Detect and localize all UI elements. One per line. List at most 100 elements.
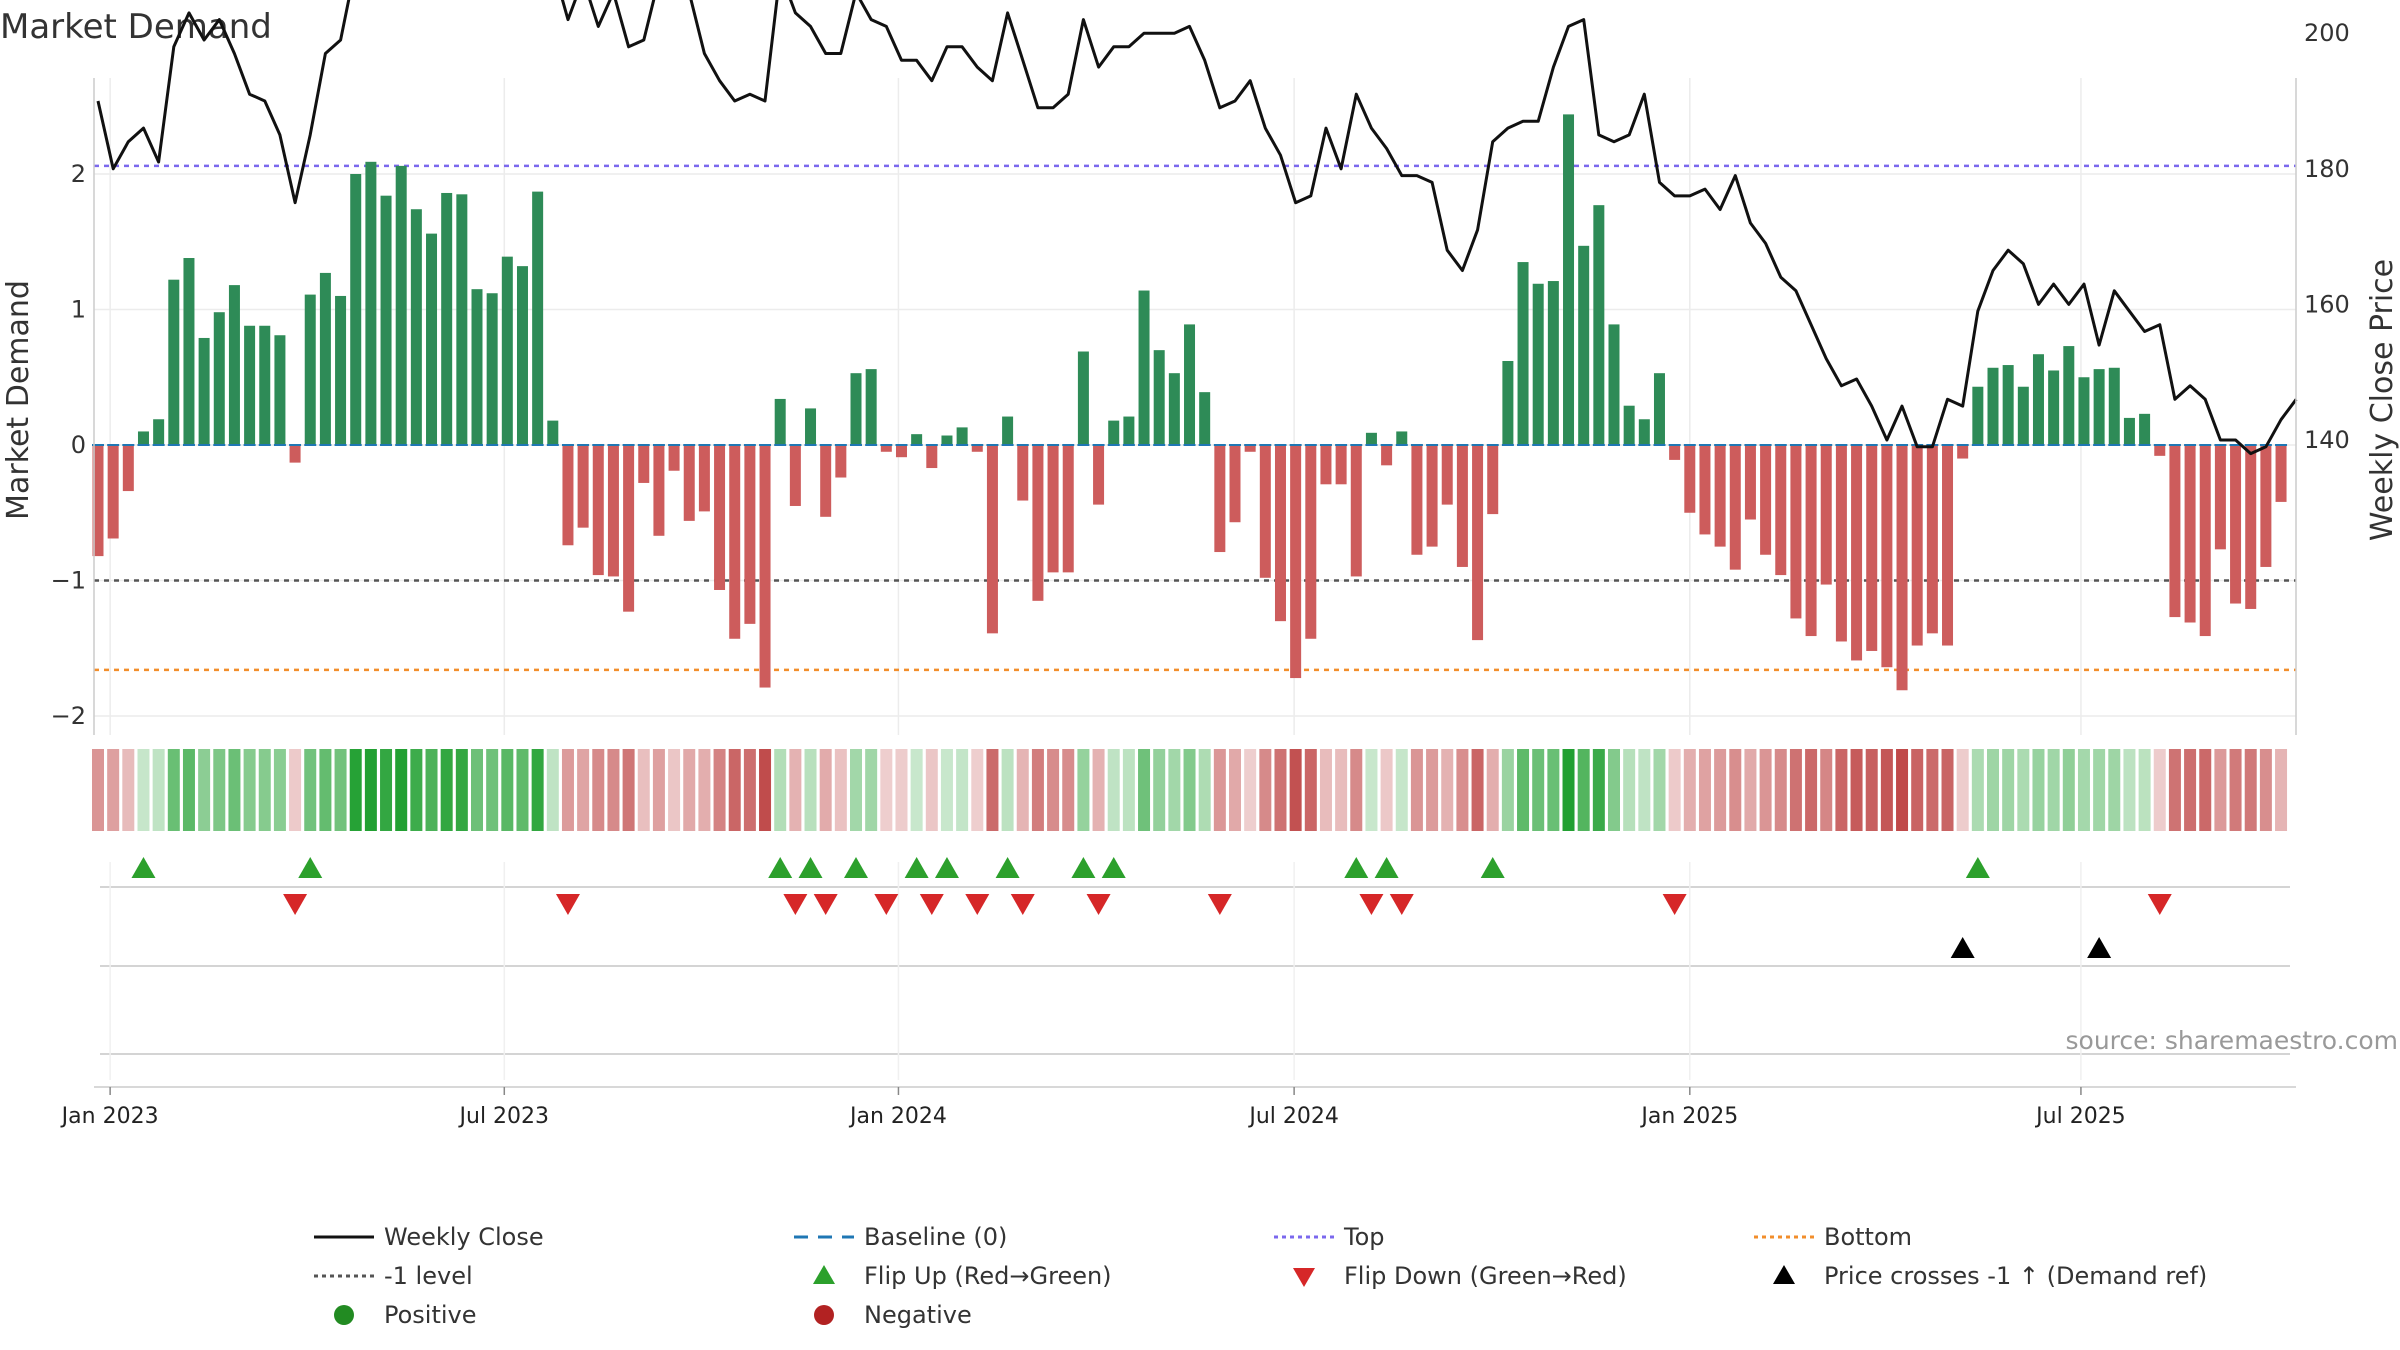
x-tick-label: Jul 2023	[458, 1104, 550, 1129]
strip-cell	[1880, 749, 1893, 831]
strip-cell	[910, 749, 923, 831]
demand-bar	[289, 445, 301, 463]
strip-cell	[1274, 749, 1287, 831]
strip-cell	[1941, 749, 1954, 831]
demand-bar	[441, 192, 453, 445]
strip-cell	[1971, 749, 1984, 831]
strip-cell	[698, 749, 711, 831]
demand-bar	[2230, 445, 2242, 604]
demand-bar	[2017, 386, 2029, 445]
demand-bar	[1259, 445, 1271, 578]
demand-bar	[1669, 445, 1681, 460]
strip-cell	[1835, 749, 1848, 831]
strip-cell	[531, 749, 544, 831]
y-tick-label: 0	[71, 431, 86, 459]
strip-cell	[1926, 749, 1939, 831]
strip-cell	[198, 749, 211, 831]
strip-cell	[1289, 749, 1302, 831]
demand-bar	[1002, 416, 1014, 445]
y2-tick-label: 140	[2304, 426, 2350, 454]
flip-down-marker	[965, 894, 990, 915]
strip-cell	[1638, 749, 1651, 831]
demand-bar	[244, 325, 256, 445]
flip-down-marker	[874, 894, 899, 915]
strip-cell	[986, 749, 999, 831]
strip-cell	[319, 749, 332, 831]
strip-cell	[2168, 749, 2181, 831]
flip-down-marker	[1662, 894, 1687, 915]
y-tick-label: −2	[51, 702, 86, 730]
y2-tick-label: 160	[2304, 290, 2350, 318]
strip-cell	[455, 749, 468, 831]
demand-bar	[2260, 445, 2272, 567]
demand-bar	[820, 445, 832, 517]
strip-cell	[774, 749, 787, 831]
strip-cell	[1501, 749, 1514, 831]
demand-bar	[153, 419, 165, 445]
demand-bar	[501, 256, 513, 445]
demand-bar	[183, 258, 195, 445]
strip-cell	[1774, 749, 1787, 831]
demand-bar	[122, 445, 134, 492]
strip-cell	[1486, 749, 1499, 831]
strip-cell	[2214, 749, 2227, 831]
strip-cell	[1016, 749, 1029, 831]
event-markers	[100, 857, 2290, 1080]
strip-cell	[1168, 749, 1181, 831]
price-line-group	[96, 0, 2298, 456]
strip-cell	[273, 749, 286, 831]
demand-bar	[623, 445, 635, 612]
demand-bar	[1426, 445, 1438, 547]
demand-bar	[1123, 416, 1135, 445]
demand-bar	[228, 285, 240, 445]
strip-cell	[1122, 749, 1135, 831]
strip-cell	[137, 749, 150, 831]
flip-down-marker	[283, 894, 308, 915]
demand-bar	[1320, 445, 1332, 485]
demand-bar	[1290, 445, 1302, 679]
demand-bar	[456, 194, 468, 445]
demand-bar	[1214, 445, 1226, 553]
strip-cell	[1380, 749, 1393, 831]
demand-bar	[1381, 445, 1393, 466]
demand-bar	[92, 445, 104, 557]
strip-cell	[2138, 749, 2151, 831]
strip-cell	[713, 749, 726, 831]
strip-cell	[1653, 749, 1666, 831]
demand-bar	[1926, 445, 1938, 634]
demand-bar	[259, 325, 271, 445]
flip-up-marker	[768, 857, 793, 878]
legend-label: Flip Down (Green→Red)	[1344, 1262, 1627, 1290]
strip-cell	[2062, 749, 2075, 831]
strip-cell	[1698, 749, 1711, 831]
demand-bar	[1244, 445, 1256, 452]
chart-title: Market Demand	[0, 7, 272, 47]
strip-cell	[364, 749, 377, 831]
strip-cell	[1395, 749, 1408, 831]
strip-cell	[668, 749, 681, 831]
strip-cell	[471, 749, 483, 831]
demand-bar	[1532, 283, 1544, 445]
flip-down-marker	[1359, 894, 1384, 915]
strip-cell	[1623, 749, 1636, 831]
demand-bar	[319, 272, 331, 445]
strip-cell	[1153, 749, 1166, 831]
strip-cell	[1744, 749, 1757, 831]
strip-cell	[1683, 749, 1696, 831]
strip-cell	[152, 749, 165, 831]
strip-cell	[501, 749, 514, 831]
flip-down-marker	[1010, 894, 1035, 915]
strip-cell	[1441, 749, 1454, 831]
legend-label: Baseline (0)	[864, 1223, 1007, 1251]
flip-up-marker	[844, 857, 868, 878]
demand-bar	[562, 445, 574, 546]
demand-bar	[1456, 445, 1468, 567]
flip-down-marker	[2147, 894, 2172, 915]
demand-bar	[1305, 445, 1317, 639]
demand-bar	[759, 445, 771, 688]
strip-cell	[2229, 749, 2242, 831]
price-cross-marker	[2087, 937, 2112, 958]
demand-bar	[1517, 262, 1529, 445]
demand-bar	[835, 445, 847, 478]
strip-cell	[1789, 749, 1802, 831]
